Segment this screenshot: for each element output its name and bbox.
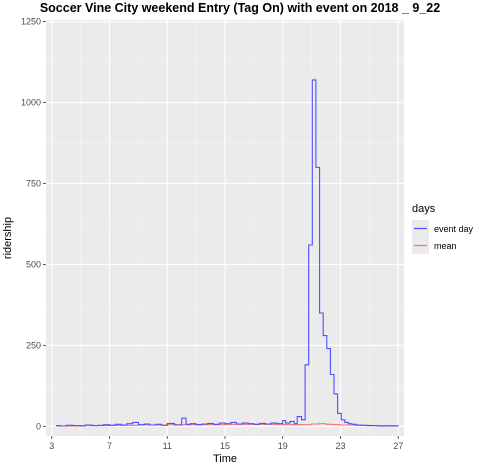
tick-layer: 3 7 11 15 19 23 27 0 250 500 750 1000 1250 (21, 17, 403, 451)
y-tick-label: 1250 (21, 17, 41, 27)
y-tick-label: 250 (26, 340, 41, 350)
legend-label: event day (434, 224, 474, 234)
series-layer (56, 79, 399, 427)
x-tick-label: 23 (335, 441, 345, 451)
y-tick-label: 0 (36, 421, 41, 431)
legend-label: mean (434, 241, 457, 251)
x-tick-label: 3 (49, 441, 54, 451)
chart-title: Soccer Vine City weekend Entry (Tag On) … (40, 1, 440, 15)
x-tick-label: 19 (278, 441, 288, 451)
x-axis-title: Time (213, 453, 237, 465)
grid-layer (46, 20, 404, 436)
series-line-event-day (56, 79, 399, 427)
y-tick-label: 750 (26, 178, 41, 188)
x-tick-label: 15 (220, 441, 230, 451)
y-tick-label: 500 (26, 259, 41, 269)
legend-title: days (412, 203, 436, 215)
x-tick-label: 11 (163, 441, 172, 451)
legend: days event day mean (412, 203, 474, 254)
x-tick-label: 7 (107, 441, 112, 451)
y-tick-label: 1000 (21, 98, 41, 108)
y-axis-title: ridership (2, 217, 14, 259)
x-tick-label: 27 (393, 441, 403, 451)
